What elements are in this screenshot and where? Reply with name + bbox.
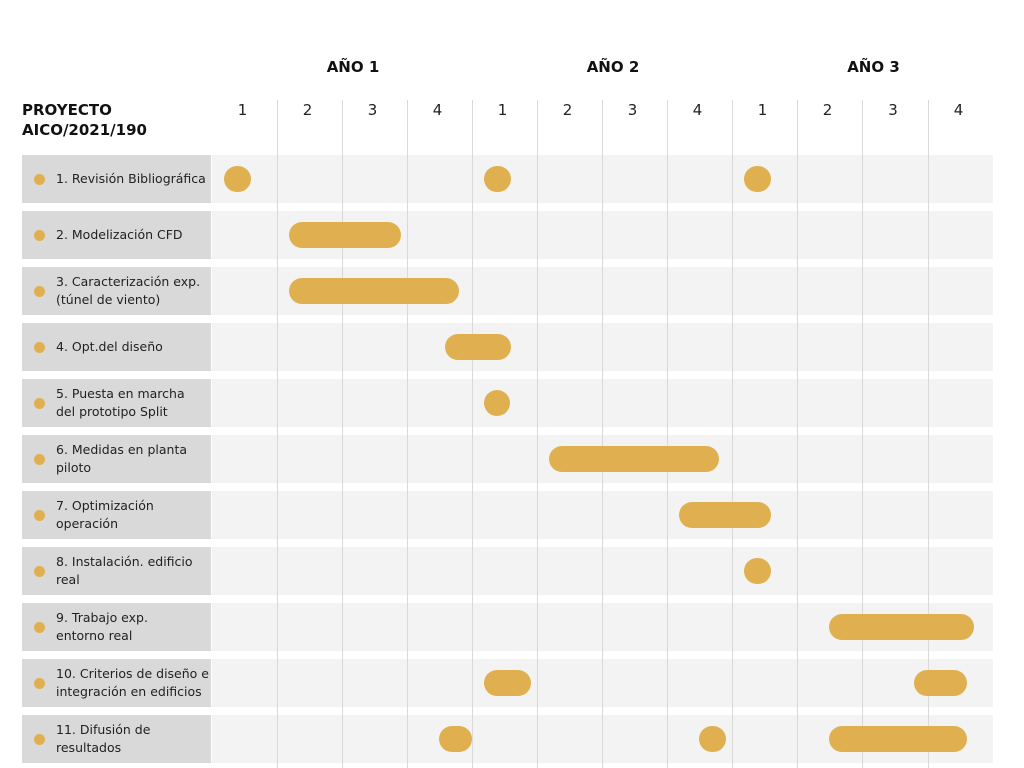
quarter-label: 4 [432, 101, 443, 119]
task-label: 11. Difusión de resultados [56, 722, 151, 755]
task-bar [828, 614, 974, 640]
bullet-icon [34, 174, 45, 185]
task-label: 10. Criterios de diseño e integración en… [56, 666, 209, 699]
quarter-divider [732, 100, 733, 768]
task-label-cell: 4. Opt.del diseño [22, 323, 211, 371]
project-title: PROYECTO AICO/2021/190 [22, 101, 147, 139]
quarter-label: 2 [302, 101, 313, 119]
task-bar [913, 670, 967, 696]
task-label-cell: 9. Trabajo exp. entorno real [22, 603, 211, 651]
task-bar [679, 502, 771, 528]
quarter-divider [602, 100, 603, 768]
quarter-label: 3 [888, 101, 898, 119]
task-label: 9. Trabajo exp. entorno real [56, 610, 148, 643]
task-bar [289, 222, 401, 248]
quarter-divider [928, 100, 929, 768]
bullet-icon [34, 622, 45, 633]
task-label-cell: 11. Difusión de resultados [22, 715, 211, 763]
task-label: 6. Medidas en planta piloto [56, 442, 187, 475]
task-label-cell: 5. Puesta en marcha del prototipo Split [22, 379, 211, 427]
quarter-label: 1 [497, 101, 508, 119]
quarter-label: 4 [692, 101, 703, 119]
bullet-icon [34, 286, 45, 297]
task-bar [828, 726, 967, 752]
year-label: AÑO 2 [586, 58, 640, 76]
task-bar [744, 166, 771, 192]
quarter-divider [667, 100, 668, 768]
task-bar [289, 278, 459, 304]
task-bar [438, 726, 472, 752]
quarter-divider [537, 100, 538, 768]
quarter-divider [862, 100, 863, 768]
bullet-icon [34, 398, 45, 409]
task-label: 7. Optimización operación [56, 498, 154, 531]
bullet-icon [34, 454, 45, 465]
quarter-label: 4 [953, 101, 964, 119]
task-bar [549, 446, 719, 472]
task-label: 5. Puesta en marcha del prototipo Split [56, 386, 185, 419]
year-label: AÑO 3 [847, 58, 900, 76]
quarter-divider [342, 100, 343, 768]
task-label-cell: 1. Revisión Bibliográfica [22, 155, 211, 203]
quarter-label: 1 [757, 101, 768, 119]
task-bar [698, 726, 726, 752]
bullet-icon [34, 342, 45, 353]
task-label-cell: 7. Optimización operación [22, 491, 211, 539]
task-bar [484, 166, 511, 192]
task-bar [445, 334, 511, 360]
quarter-divider [277, 100, 278, 768]
bullet-icon [34, 678, 45, 689]
task-bar [484, 390, 510, 416]
bullet-icon [34, 566, 45, 577]
task-label: 2. Modelización CFD [56, 227, 183, 242]
task-bar [744, 558, 771, 584]
task-label: 4. Opt.del diseño [56, 339, 163, 354]
quarter-divider [472, 100, 473, 768]
bullet-icon [34, 734, 45, 745]
task-label: 3. Caracterización exp. (túnel de viento… [56, 274, 201, 307]
task-bar [224, 166, 251, 192]
task-bar [484, 670, 531, 696]
task-label: 8. Instalación. edificio real [56, 554, 193, 587]
quarter-divider [407, 100, 408, 768]
quarter-label: 1 [237, 101, 248, 119]
year-label: AÑO 1 [326, 58, 380, 76]
task-label-cell: 3. Caracterización exp. (túnel de viento… [22, 267, 211, 315]
quarter-label: 2 [822, 101, 833, 119]
quarter-label: 2 [562, 101, 573, 119]
quarter-divider [797, 100, 798, 768]
quarter-label: 3 [627, 101, 638, 119]
task-label-cell: 2. Modelización CFD [22, 211, 211, 259]
bullet-icon [34, 230, 45, 241]
task-label-cell: 8. Instalación. edificio real [22, 547, 211, 595]
quarter-label: 3 [367, 101, 378, 119]
task-label: 1. Revisión Bibliográfica [56, 171, 206, 186]
bullet-icon [34, 510, 45, 521]
task-label-cell: 6. Medidas en planta piloto [22, 435, 211, 483]
task-label-cell: 10. Criterios de diseño e integración en… [22, 659, 211, 707]
